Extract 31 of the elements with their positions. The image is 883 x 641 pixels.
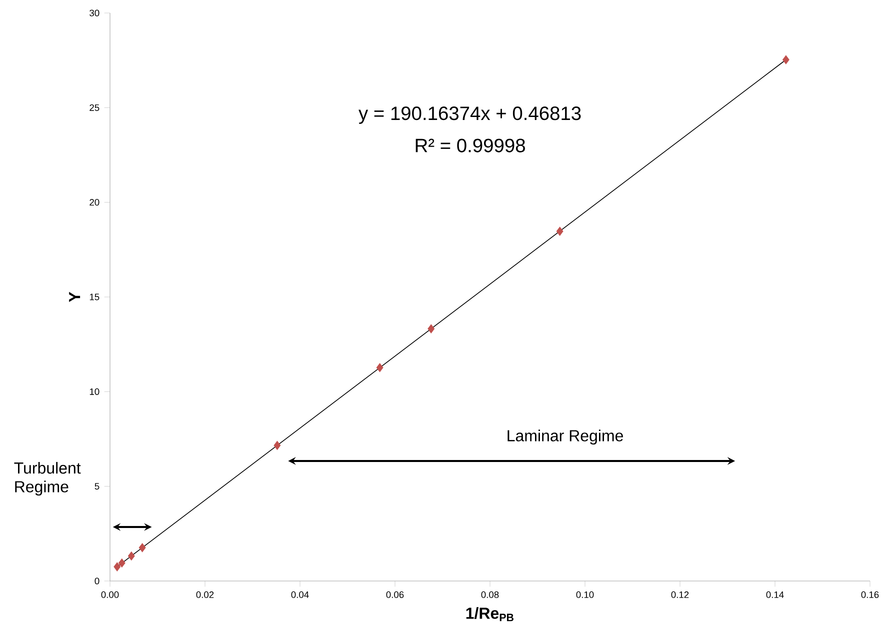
annotation: Laminar Regime	[508, 430, 623, 445]
x-tick-label: 0.06	[386, 591, 404, 598]
y-tick-label: 10	[90, 388, 100, 395]
x-tick-label: 0.16	[861, 591, 879, 598]
y-tick-label: 30	[90, 10, 100, 16]
point	[118, 558, 126, 568]
x-axis-title: 1/Re$_{PB}$	[466, 607, 514, 622]
text: Turbulent Regime	[14, 462, 81, 496]
point	[556, 226, 564, 236]
point	[128, 552, 135, 560]
annotation: y = 190.16374x + 0.46813	[358, 106, 581, 124]
x-tick-label: 0.14	[766, 591, 784, 598]
y-tick-label: 5	[94, 483, 100, 490]
y-axis-title: Y	[69, 292, 80, 302]
point	[274, 441, 281, 450]
point	[138, 543, 146, 552]
x-tick-label: 0.12	[671, 591, 689, 598]
y-tick-label: 0	[94, 578, 100, 584]
y-tick-label: 15	[90, 294, 100, 300]
x-tick-label: 0.02	[196, 591, 214, 598]
x-tick-label: 0.04	[291, 591, 309, 598]
x-tick-label: 0.00	[101, 591, 119, 598]
y-tick-label: 20	[90, 199, 100, 206]
annotation: R² = 0.99998	[416, 138, 525, 152]
point	[114, 562, 121, 572]
point	[782, 55, 790, 64]
x-tick-label: 0.10	[576, 591, 594, 598]
point	[376, 363, 384, 372]
x-tick-label: 0.08	[481, 591, 499, 598]
y-tick-label: 25	[90, 104, 100, 111]
point	[428, 324, 435, 334]
